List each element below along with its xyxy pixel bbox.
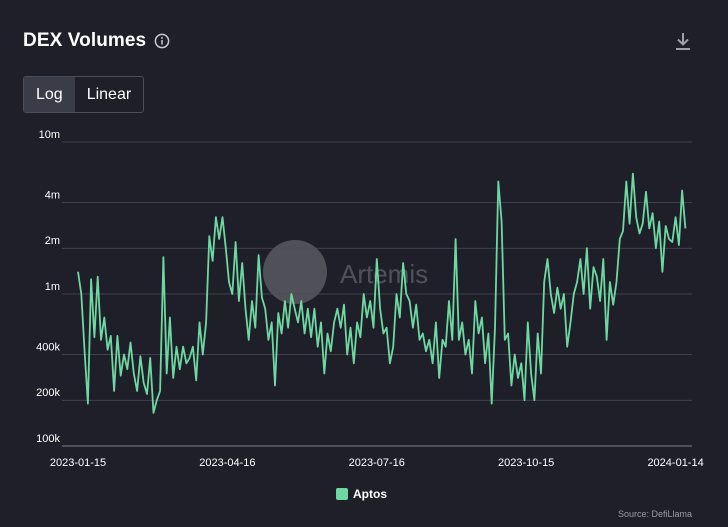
log-button[interactable]: Log [24,77,75,112]
series-line-aptos [77,172,687,414]
linear-button[interactable]: Linear [86,86,132,103]
x-tick-label: 2023-07-16 [349,457,405,469]
legend-label: Aptos [353,487,387,501]
y-tick-label: 2m [45,235,60,247]
chart-title: DEX Volumes [23,30,147,51]
source-note: Source: DefiLlama [617,509,692,519]
y-tick-label: 100k [36,433,60,445]
x-tick-label: 2023-04-16 [199,457,255,469]
download-icon[interactable] [673,31,693,53]
y-tick-label: 200k [36,387,60,399]
watermark-text: Artemis [340,259,428,289]
watermark: Artemis [263,240,428,304]
chart-legend[interactable]: Aptos [336,487,387,501]
y-tick-label: 4m [45,189,60,201]
y-tick-label: 400k [36,341,60,353]
x-tick-label: 2023-01-15 [50,457,106,469]
x-tick-label: 2024-01-14 [647,457,703,469]
info-icon[interactable] [154,33,170,49]
y-tick-label: 1m [45,281,60,293]
chart-header: DEX Volumes [23,30,170,52]
x-tick-label: 2023-10-15 [498,457,554,469]
legend-swatch [336,488,348,500]
y-tick-label: 10m [39,129,60,141]
scale-toggle: Log Linear [23,76,145,113]
